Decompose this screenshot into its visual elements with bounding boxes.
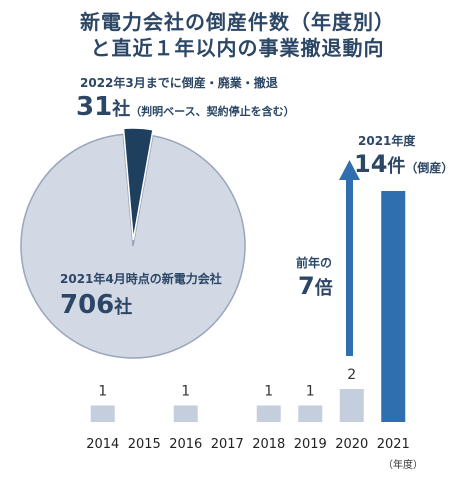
slice-value-group: 31社（判明ベース、契約停止を含む）	[76, 92, 295, 122]
slice-value: 31	[76, 92, 113, 122]
x-axis-unit: （年度）	[383, 460, 423, 471]
bar-2020	[339, 389, 364, 422]
pie-slice-exit	[122, 127, 154, 241]
growth-arrow-head	[339, 160, 360, 180]
growth-arrow	[339, 160, 360, 356]
x-tick-2017: 2017	[211, 437, 244, 452]
total-value: 706	[60, 290, 115, 320]
bar-2016	[173, 405, 198, 422]
data-label-2018: 1	[264, 384, 273, 400]
x-tick-2014: 2014	[86, 437, 119, 452]
data-label-2016: 1	[181, 384, 190, 400]
bar-2019	[298, 405, 323, 422]
pie-chart	[20, 127, 246, 359]
bar-2018	[256, 405, 281, 422]
growth-unit: 倍	[314, 278, 333, 299]
callout-unit: 件	[387, 156, 406, 177]
total-unit: 社	[114, 297, 133, 318]
data-label-2020: 2	[347, 367, 356, 383]
growth-value-group: 7倍	[298, 272, 333, 300]
callout-year: 2021年度	[358, 134, 416, 148]
callout-count: 14	[354, 150, 388, 178]
slice-note: （判明ベース、契約停止を含む）	[130, 105, 295, 118]
growth-value: 7	[298, 272, 315, 300]
x-tick-2021: 2021	[377, 437, 410, 452]
x-tick-2018: 2018	[252, 437, 285, 452]
callout-count-group: 14件（倒産）	[354, 150, 453, 178]
x-tick-2020: 2020	[335, 437, 368, 452]
x-tick-2015: 2015	[128, 437, 161, 452]
bar-chart: 1 2014 2015 1 2016 2017 1 2018 1 2019 2 2020 2021	[86, 191, 410, 452]
chart-title-line2: と直近１年以内の事業撤退動向	[90, 36, 385, 60]
growth-arrow-shaft	[346, 178, 353, 356]
slice-unit: 社	[112, 99, 131, 120]
data-label-2014: 1	[98, 384, 107, 400]
bar-2014	[90, 405, 115, 422]
x-tick-2016: 2016	[169, 437, 202, 452]
pie-slice-total	[20, 133, 246, 359]
chart-title-line1: 新電力会社の倒産件数（年度別）	[80, 10, 395, 34]
x-tick-2019: 2019	[294, 437, 327, 452]
callout-note: （倒産）	[405, 161, 454, 175]
growth-caption: 前年の	[296, 256, 333, 270]
slice-caption: 2022年3月までに倒産・廃業・撤退	[80, 76, 278, 90]
total-value-group: 706社	[60, 290, 132, 320]
bar-2021	[381, 191, 406, 422]
total-caption: 2021年4月時点の新電力会社	[60, 272, 222, 286]
data-label-2019: 1	[306, 384, 315, 400]
